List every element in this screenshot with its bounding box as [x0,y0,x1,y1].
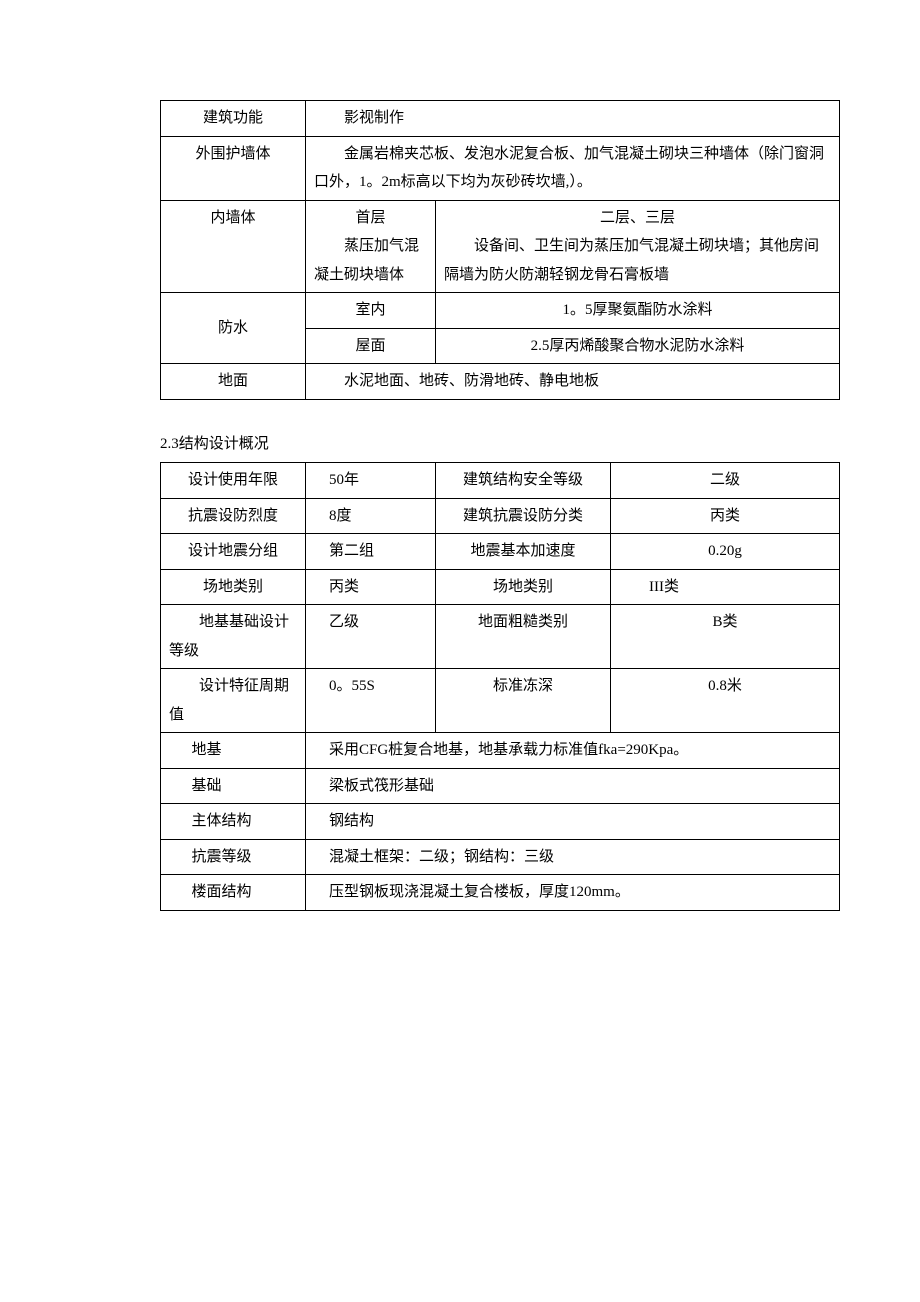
table-row: 建筑功能 影视制作 [161,101,840,137]
cell-sub-label: 室内 [306,293,436,329]
table-row: 地面 水泥地面、地砖、防滑地砖、静电地板 [161,364,840,400]
cell-value: 采用CFG桩复合地基，地基承载力标准值fka=290Kpa。 [306,733,840,769]
cell-value: 1。5厚聚氨酯防水涂料 [436,293,840,329]
cell-value: 混凝土框架：二级；钢结构：三级 [306,839,840,875]
cell-value: 水泥地面、地砖、防滑地砖、静电地板 [306,364,840,400]
table-row: 防水 室内 1。5厚聚氨酯防水涂料 [161,293,840,329]
cell-label: 建筑功能 [161,101,306,137]
cell-value: 0.8米 [611,669,840,733]
section-heading: 2.3结构设计概况 [160,430,860,459]
table-row: 地基基础设计等级 乙级 地面粗糙类别 B类 [161,605,840,669]
table-row: 主体结构 钢结构 [161,804,840,840]
cell-value: 2.5厚丙烯酸聚合物水泥防水涂料 [436,328,840,364]
cell-label: 外围护墙体 [161,136,306,200]
cell-label: 楼面结构 [161,875,306,911]
cell-label: 防水 [161,293,306,364]
cell-value: 50年 [306,463,436,499]
table-row: 场地类别 丙类 场地类别 III类 [161,569,840,605]
cell-value: 0。55S [306,669,436,733]
cell-sub: 二层、三层 设备间、卫生间为蒸压加气混凝土砌块墙；其他房间隔墙为防火防潮轻钢龙骨… [436,200,840,293]
cell-value: 二级 [611,463,840,499]
cell-value: 金属岩棉夹芯板、发泡水泥复合板、加气混凝土砌块三种墙体（除门窗洞口外，1。2m标… [306,136,840,200]
cell-label: 建筑结构安全等级 [436,463,611,499]
cell-label: 地面 [161,364,306,400]
cell-sub-label: 屋面 [306,328,436,364]
table-row: 设计地震分组 第二组 地震基本加速度 0.20g [161,534,840,570]
cell-label: 地面粗糙类别 [436,605,611,669]
table-row: 设计特征周期值 0。55S 标准冻深 0.8米 [161,669,840,733]
cell-label: 设计地震分组 [161,534,306,570]
cell-label: 设计特征周期值 [161,669,306,733]
cell-value: III类 [611,569,840,605]
cell-label: 场地类别 [436,569,611,605]
cell-value: 8度 [306,498,436,534]
cell-label: 地基 [161,733,306,769]
cell-label: 标准冻深 [436,669,611,733]
cell-value: 乙级 [306,605,436,669]
table-row: 楼面结构 压型钢板现浇混凝土复合楼板，厚度120mm。 [161,875,840,911]
cell-label: 建筑抗震设防分类 [436,498,611,534]
table-row: 设计使用年限 50年 建筑结构安全等级 二级 [161,463,840,499]
cell-label: 基础 [161,768,306,804]
building-design-table: 建筑功能 影视制作 外围护墙体 金属岩棉夹芯板、发泡水泥复合板、加气混凝土砌块三… [160,100,840,400]
cell-label: 地基基础设计等级 [161,605,306,669]
cell-label: 抗震设防烈度 [161,498,306,534]
cell-value: 钢结构 [306,804,840,840]
cell-label: 地震基本加速度 [436,534,611,570]
cell-value: 丙类 [611,498,840,534]
cell-value: 丙类 [306,569,436,605]
table-row: 抗震设防烈度 8度 建筑抗震设防分类 丙类 [161,498,840,534]
cell-label: 场地类别 [161,569,306,605]
table-row: 外围护墙体 金属岩棉夹芯板、发泡水泥复合板、加气混凝土砌块三种墙体（除门窗洞口外… [161,136,840,200]
cell-label: 主体结构 [161,804,306,840]
table-row: 内墙体 首层 蒸压加气混凝土砌块墙体 二层、三层 设备间、卫生间为蒸压加气混凝土… [161,200,840,293]
cell-value: 梁板式筏形基础 [306,768,840,804]
table-row: 抗震等级 混凝土框架：二级；钢结构：三级 [161,839,840,875]
cell-value: B类 [611,605,840,669]
table-row: 基础 梁板式筏形基础 [161,768,840,804]
cell-label: 抗震等级 [161,839,306,875]
structural-design-table: 设计使用年限 50年 建筑结构安全等级 二级 抗震设防烈度 8度 建筑抗震设防分… [160,462,840,911]
cell-sub: 首层 蒸压加气混凝土砌块墙体 [306,200,436,293]
cell-value: 压型钢板现浇混凝土复合楼板，厚度120mm。 [306,875,840,911]
cell-label: 内墙体 [161,200,306,293]
document-page: 建筑功能 影视制作 外围护墙体 金属岩棉夹芯板、发泡水泥复合板、加气混凝土砌块三… [60,100,860,911]
cell-value: 第二组 [306,534,436,570]
table-row: 地基 采用CFG桩复合地基，地基承载力标准值fka=290Kpa。 [161,733,840,769]
cell-value: 0.20g [611,534,840,570]
cell-label: 设计使用年限 [161,463,306,499]
cell-value: 影视制作 [306,101,840,137]
